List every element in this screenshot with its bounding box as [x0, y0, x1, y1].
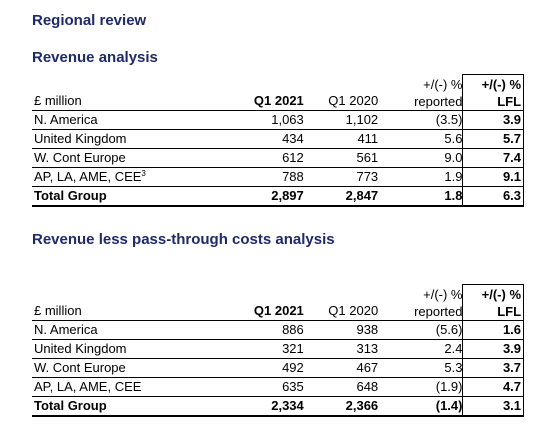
cell-q1-2021: 492 — [282, 360, 304, 375]
cell-q1-2020: 2,366 — [345, 398, 379, 413]
cell-reported: 1.8 — [444, 188, 463, 203]
cell-q1-2021: 886 — [282, 322, 304, 337]
cell-lfl-value: 1.6 — [502, 322, 522, 337]
cell-lfl: 4.7 — [462, 378, 525, 396]
cell-reported: 2.4 — [444, 341, 463, 356]
cell-q1-2021: 2,897 — [271, 188, 304, 203]
header-q1-2021: Q1 2021 — [253, 303, 304, 318]
row-label: United Kingdom — [34, 131, 127, 146]
row-label: Total Group — [34, 188, 107, 203]
row-label: United Kingdom — [34, 341, 127, 356]
cell-lfl: 3.9 — [462, 111, 525, 129]
header-reported: +/(-) % reported — [378, 286, 462, 320]
table-row: W. Cont Europe 612 561 9.0 7.4 — [32, 149, 525, 168]
header-lfl-line1: +/(-) % — [481, 287, 522, 302]
section-title-revenue: Revenue analysis — [32, 49, 158, 66]
table-header: £ million Q1 2021 Q1 2020 +/(-) % report… — [32, 74, 525, 111]
cell-lfl: 5.7 — [462, 130, 525, 148]
cell-q1-2021: 612 — [282, 150, 304, 165]
row-label: N. America — [34, 322, 98, 337]
cell-lfl: 6.3 — [462, 187, 525, 205]
cell-q1-2020: 1,102 — [345, 112, 379, 127]
cell-lfl-value: 7.4 — [502, 150, 522, 165]
header-reported-line2: reported — [414, 94, 463, 109]
row-label: W. Cont Europe — [34, 360, 126, 375]
header-lfl-line2: LFL — [497, 94, 522, 109]
cell-lfl: 3.1 — [462, 397, 525, 415]
table-row-total: Total Group 2,334 2,366 (1.4) 3.1 — [32, 397, 525, 417]
header-reported-line1: +/(-) % — [423, 287, 463, 302]
cell-reported: 5.3 — [444, 360, 463, 375]
section-title-revenue-less-pass-through: Revenue less pass-through costs analysis — [32, 231, 335, 248]
row-label-cell: AP, LA, AME, CEE3 — [32, 168, 244, 186]
cell-q1-2021: 321 — [282, 341, 304, 356]
cell-lfl: 9.1 — [462, 168, 525, 186]
cell-q1-2021: 635 — [282, 379, 304, 394]
cell-reported: (3.5) — [435, 112, 463, 127]
table-row: W. Cont Europe 492 467 5.3 3.7 — [32, 359, 525, 378]
cell-q1-2021: 788 — [282, 169, 304, 184]
cell-q1-2020: 313 — [356, 341, 379, 356]
footnote-marker: 3 — [141, 169, 146, 178]
table-row: United Kingdom 434 411 5.6 5.7 — [32, 130, 525, 149]
header-q1-2020: Q1 2020 — [328, 303, 379, 318]
header-q1-2020: Q1 2020 — [328, 93, 379, 108]
cell-reported: 1.9 — [444, 169, 463, 184]
header-reported-line2: reported — [414, 304, 463, 319]
cell-reported: (5.6) — [435, 322, 463, 337]
cell-lfl: 7.4 — [462, 149, 525, 167]
cell-lfl-value: 5.7 — [502, 131, 522, 146]
row-label: N. America — [34, 112, 98, 127]
cell-lfl-value: 3.7 — [502, 360, 522, 375]
header-label: £ million — [34, 303, 82, 318]
cell-lfl: 3.9 — [462, 340, 525, 358]
header-lfl: +/(-) % LFL — [462, 74, 525, 110]
cell-lfl-value: 9.1 — [502, 169, 522, 184]
cell-reported: (1.4) — [435, 398, 463, 413]
cell-reported: 9.0 — [444, 150, 463, 165]
cell-lfl-value: 3.9 — [502, 112, 522, 127]
cell-q1-2021: 434 — [282, 131, 304, 146]
table-header: £ million Q1 2021 Q1 2020 +/(-) % report… — [32, 284, 525, 321]
cell-lfl: 3.7 — [462, 359, 525, 377]
header-lfl-line2: LFL — [497, 304, 522, 319]
header-q1-2021: Q1 2021 — [253, 93, 304, 108]
cell-q1-2020: 561 — [356, 150, 379, 165]
cell-reported: (1.9) — [435, 379, 463, 394]
row-label: AP, LA, AME, CEE — [34, 379, 142, 394]
cell-lfl-value: 3.9 — [502, 341, 522, 356]
header-lfl: +/(-) % LFL — [462, 284, 525, 320]
cell-q1-2020: 648 — [356, 379, 379, 394]
table-row: N. America 1,063 1,102 (3.5) 3.9 — [32, 111, 525, 130]
row-label: W. Cont Europe — [34, 150, 126, 165]
table-row-total: Total Group 2,897 2,847 1.8 6.3 — [32, 187, 525, 207]
table-row: United Kingdom 321 313 2.4 3.9 — [32, 340, 525, 359]
cell-q1-2021: 1,063 — [271, 112, 304, 127]
header-lfl-line1: +/(-) % — [481, 77, 522, 92]
cell-q1-2020: 411 — [357, 131, 379, 146]
cell-q1-2020: 773 — [356, 169, 379, 184]
cell-q1-2020: 938 — [356, 322, 379, 337]
page-title: Regional review — [32, 12, 147, 29]
row-label: Total Group — [34, 398, 107, 413]
table-row: AP, LA, AME, CEE3 788 773 1.9 9.1 — [32, 168, 525, 187]
cell-lfl-value: 6.3 — [502, 188, 522, 203]
cell-q1-2021: 2,334 — [271, 398, 304, 413]
cell-lfl: 1.6 — [462, 321, 525, 339]
header-reported: +/(-) % reported — [378, 76, 462, 110]
revenue-table: £ million Q1 2021 Q1 2020 +/(-) % report… — [32, 74, 525, 207]
row-label: AP, LA, AME, CEE — [34, 169, 142, 184]
cell-reported: 5.6 — [444, 131, 463, 146]
cell-lfl-value: 4.7 — [502, 379, 522, 394]
revenue-less-pass-through-table: £ million Q1 2021 Q1 2020 +/(-) % report… — [32, 284, 525, 417]
cell-lfl-value: 3.1 — [502, 398, 522, 413]
header-reported-line1: +/(-) % — [423, 77, 463, 92]
header-label: £ million — [34, 93, 82, 108]
cell-q1-2020: 467 — [356, 360, 379, 375]
table-row: N. America 886 938 (5.6) 1.6 — [32, 321, 525, 340]
cell-q1-2020: 2,847 — [345, 188, 379, 203]
table-row: AP, LA, AME, CEE 635 648 (1.9) 4.7 — [32, 378, 525, 397]
